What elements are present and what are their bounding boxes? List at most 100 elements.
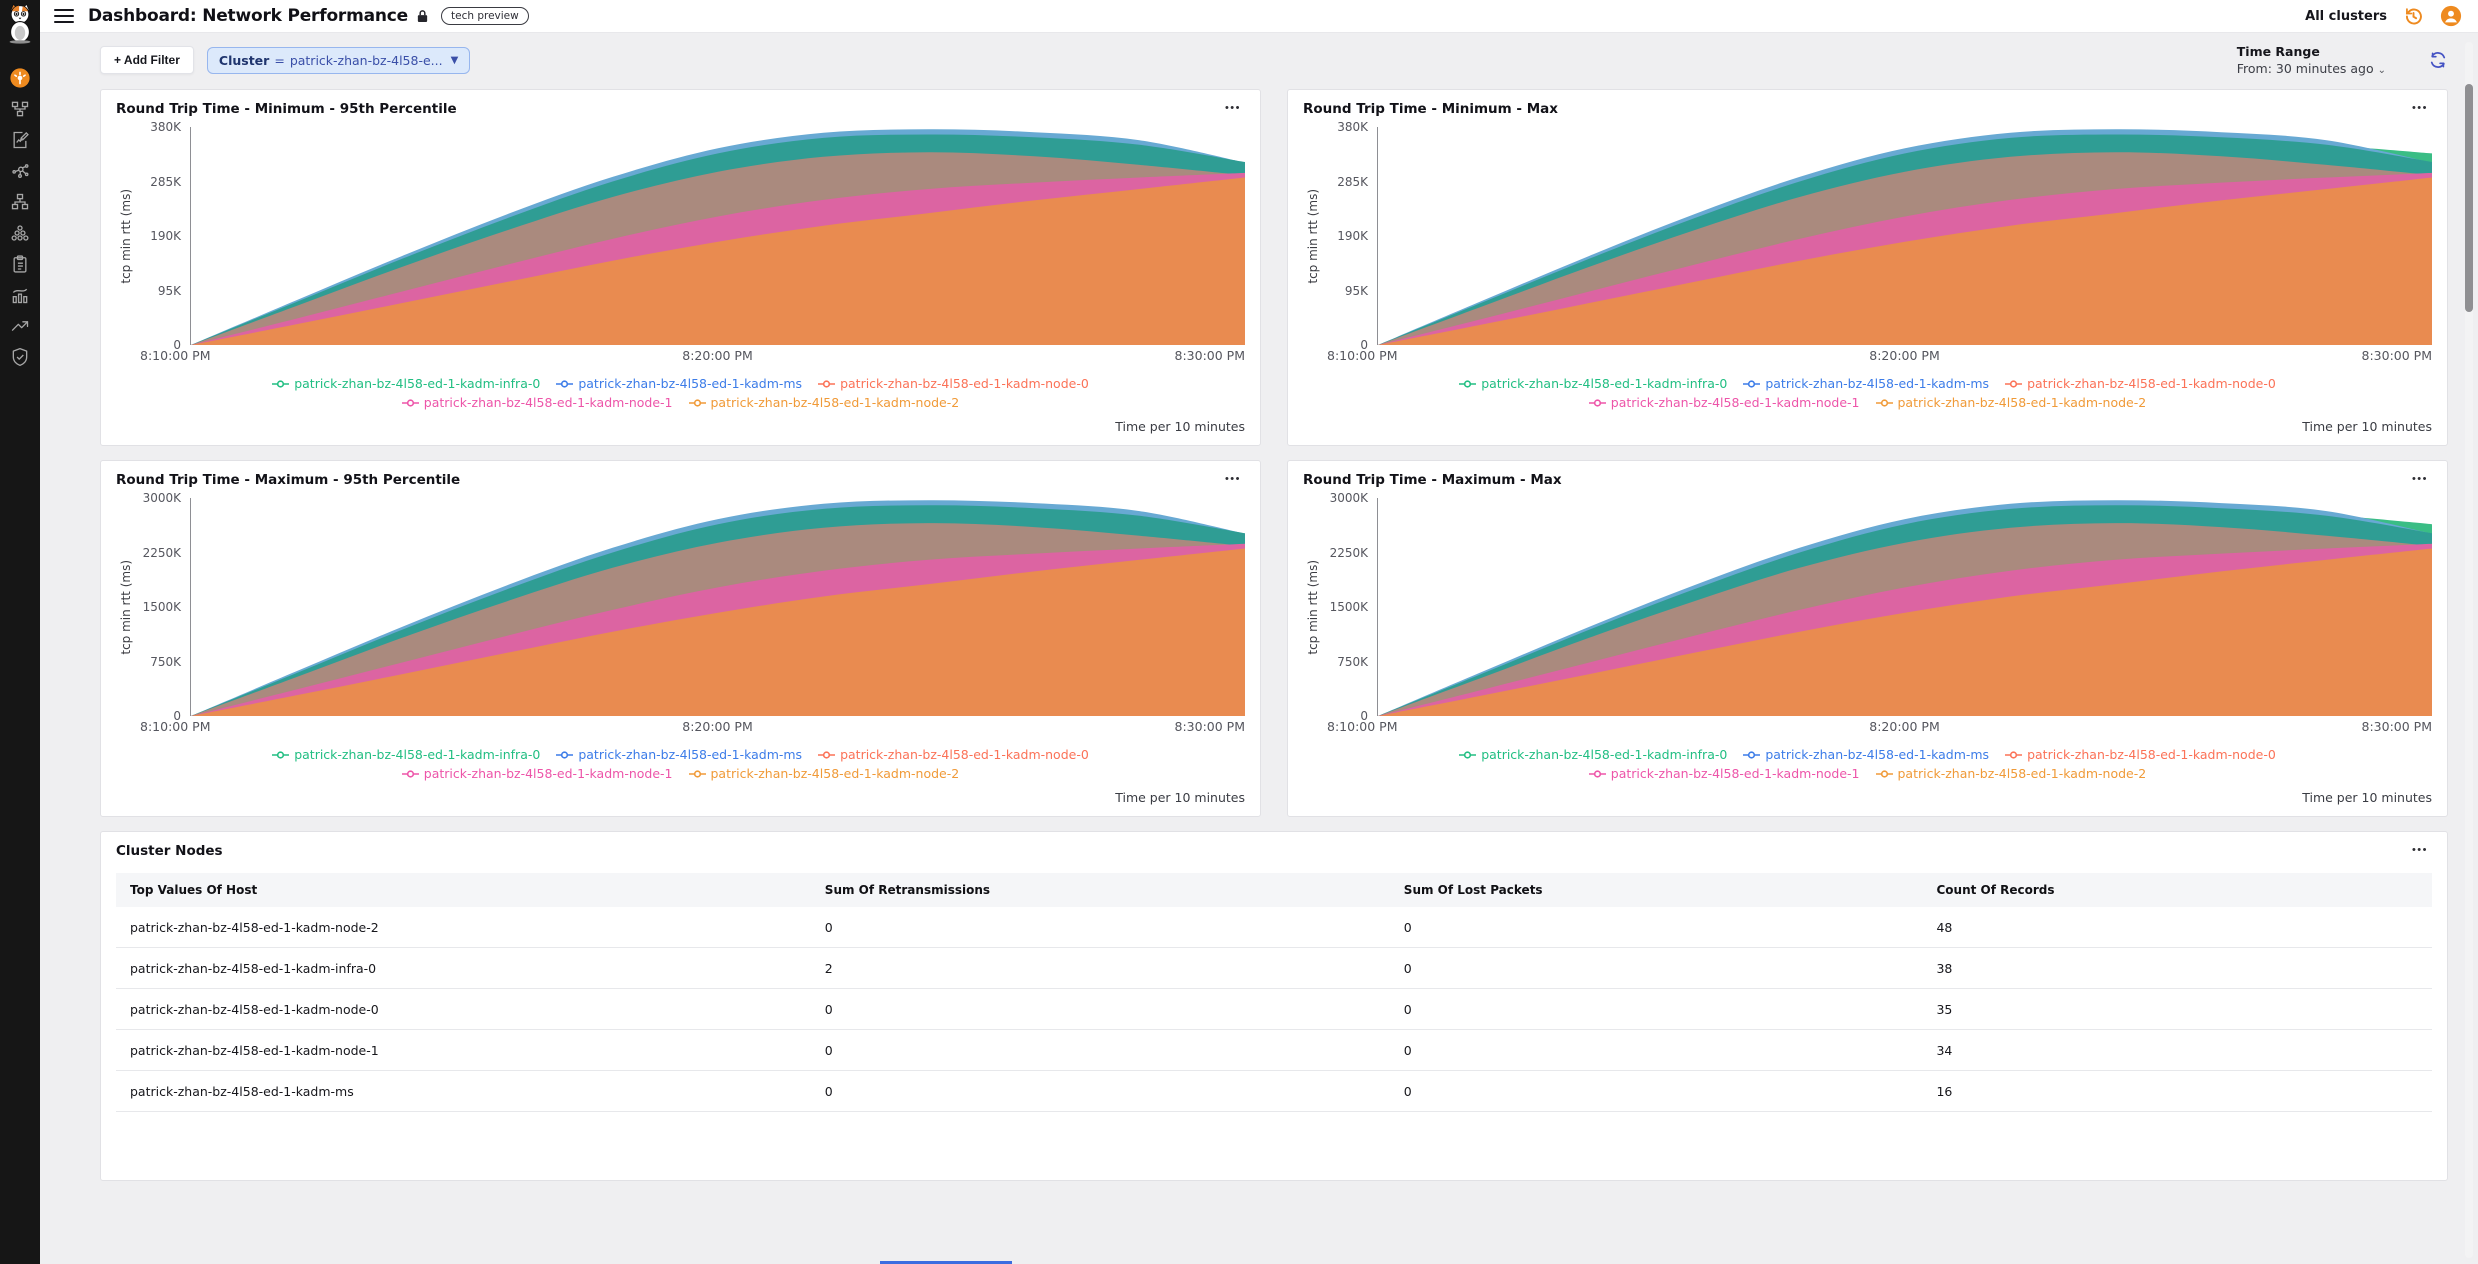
legend-item[interactable]: patrick-zhan-bz-4l58-ed-1-kadm-node-2 (688, 766, 959, 781)
legend-marker-icon (2005, 379, 2023, 388)
y-axis-tick: 0 (1360, 338, 1368, 352)
y-axis: 3000K 2250K 1500K 750K 0 (136, 491, 190, 723)
y-axis-tick: 1500K (142, 600, 181, 614)
table-row: patrick-zhan-bz-4l58-ed-1-kadm-node-0 0 0 3… (116, 988, 2432, 1030)
legend-item[interactable]: patrick-zhan-bz-4l58-ed-1-kadm-infra-0 (272, 376, 540, 391)
legend-marker-icon (556, 750, 574, 759)
cluster-nodes-table: Top Values Of Host Sum Of Retransmissions… (116, 873, 2432, 1112)
y-axis-tick: 380K (1337, 120, 1368, 134)
area-chart-plot (1377, 127, 2432, 345)
table-cell: 0 (810, 907, 1390, 948)
analytics-icon[interactable] (9, 284, 31, 306)
table-cell: 0 (1389, 1070, 1923, 1112)
history-icon[interactable] (2403, 6, 2424, 27)
vertical-scrollbar[interactable] (2465, 42, 2473, 1258)
legend-item[interactable]: patrick-zhan-bz-4l58-ed-1-kadm-ms (556, 747, 802, 762)
shield-check-icon[interactable] (9, 346, 31, 368)
table-cell: patrick-zhan-bz-4l58-ed-1-kadm-ms (116, 1070, 811, 1112)
panel-options-icon[interactable]: ••• (1221, 101, 1245, 115)
legend-item[interactable]: patrick-zhan-bz-4l58-ed-1-kadm-ms (1743, 747, 1989, 762)
table-cell: 34 (1922, 1029, 2432, 1071)
filter-value: patrick-zhan-bz-4l58-e... (289, 52, 443, 68)
trend-arrow-icon[interactable] (9, 315, 31, 337)
legend-item[interactable]: patrick-zhan-bz-4l58-ed-1-kadm-infra-0 (1459, 747, 1727, 762)
table-cell: 0 (810, 988, 1390, 1030)
x-axis-tick: 8:30:00 PM (2361, 348, 2432, 363)
panel-options-icon[interactable]: ••• (1221, 472, 1245, 486)
chevron-down-icon: ⌄ (2377, 65, 2386, 76)
add-filter-button[interactable]: + Add Filter (100, 46, 194, 74)
dashboard-main: + Add Filter Cluster = patrick-zhan-bz-4… (40, 33, 2478, 1264)
y-axis-tick: 0 (173, 709, 181, 723)
graph-nodes-icon[interactable] (9, 160, 31, 182)
table-column-header[interactable]: Top Values Of Host (130, 883, 258, 897)
area-chart-plot (1377, 498, 2432, 716)
legend-item[interactable]: patrick-zhan-bz-4l58-ed-1-kadm-node-1 (401, 395, 673, 410)
time-range-from-dropdown[interactable]: From: 30 minutes ago ⌄ (2236, 61, 2386, 76)
x-axis: 8:10:00 PM 8:20:00 PM 8:30:00 PM (140, 348, 1245, 368)
legend-marker-icon (1459, 379, 1477, 388)
legend-item[interactable]: patrick-zhan-bz-4l58-ed-1-kadm-ms (556, 376, 802, 391)
chart-panel-rtt-min-max: Round Trip Time - Minimum - Max ••• tcp … (1287, 89, 2448, 446)
table-row: patrick-zhan-bz-4l58-ed-1-kadm-node-1 0 0 3… (116, 1029, 2432, 1071)
refresh-icon[interactable] (2428, 50, 2448, 70)
horizontal-scrollbar-thumb[interactable] (880, 1261, 1012, 1264)
legend-marker-icon (2005, 750, 2023, 759)
y-axis-tick: 750K (1337, 654, 1368, 669)
legend-item[interactable]: patrick-zhan-bz-4l58-ed-1-kadm-node-2 (1875, 766, 2146, 781)
chart-legend: patrick-zhan-bz-4l58-ed-1-kadm-infra-0 p… (116, 376, 1245, 410)
y-axis-label: tcp min rtt (ms) (119, 559, 133, 655)
x-axis-tick: 8:20:00 PM (682, 719, 753, 734)
legend-item[interactable]: patrick-zhan-bz-4l58-ed-1-kadm-infra-0 (272, 747, 540, 762)
user-avatar-icon[interactable] (2440, 5, 2462, 27)
legend-item[interactable]: patrick-zhan-bz-4l58-ed-1-kadm-node-1 (401, 766, 673, 781)
area-series-kadm-node-2 (191, 548, 1245, 716)
vertical-scrollbar-thumb[interactable] (2465, 84, 2473, 312)
table-column-header[interactable]: Sum Of Lost Packets (1403, 883, 1543, 897)
panel-options-icon[interactable]: ••• (2408, 472, 2432, 486)
time-bucket-note: Time per 10 minutes (2302, 790, 2432, 805)
legend-marker-icon (1588, 398, 1606, 407)
cluster-filter-pill[interactable]: Cluster = patrick-zhan-bz-4l58-e... ▼ (206, 46, 471, 74)
panel-options-icon[interactable]: ••• (2408, 843, 2432, 857)
legend-item[interactable]: patrick-zhan-bz-4l58-ed-1-kadm-node-0 (2005, 376, 2276, 391)
legend-item[interactable]: patrick-zhan-bz-4l58-ed-1-kadm-ms (1743, 376, 1989, 391)
cluster-group-icon[interactable] (9, 222, 31, 244)
legend-marker-icon (1743, 379, 1761, 388)
clipboard-icon[interactable] (9, 253, 31, 275)
legend-item[interactable]: patrick-zhan-bz-4l58-ed-1-kadm-node-0 (818, 747, 1089, 762)
legend-item[interactable]: patrick-zhan-bz-4l58-ed-1-kadm-node-0 (818, 376, 1089, 391)
chart-legend: patrick-zhan-bz-4l58-ed-1-kadm-infra-0 p… (1303, 747, 2432, 781)
menu-icon[interactable] (54, 9, 74, 23)
sitemap-icon[interactable] (9, 191, 31, 213)
x-axis-tick: 8:30:00 PM (1174, 348, 1245, 363)
table-cell: patrick-zhan-bz-4l58-ed-1-kadm-node-0 (116, 988, 811, 1030)
table-column-header[interactable]: Count Of Records (1936, 883, 2055, 897)
legend-item[interactable]: patrick-zhan-bz-4l58-ed-1-kadm-node-1 (1588, 766, 1860, 781)
legend-item[interactable]: patrick-zhan-bz-4l58-ed-1-kadm-node-2 (688, 395, 959, 410)
chart-title: Round Trip Time - Minimum - Max (1303, 101, 1558, 117)
panel-options-icon[interactable]: ••• (2408, 101, 2432, 115)
topology-icon[interactable] (9, 98, 31, 120)
x-axis-tick: 8:20:00 PM (1869, 348, 1940, 363)
legend-item[interactable]: patrick-zhan-bz-4l58-ed-1-kadm-node-2 (1875, 395, 2146, 410)
y-axis-tick: 1500K (1329, 600, 1368, 614)
area-series-kadm-node-2 (1378, 548, 2432, 716)
legend-item[interactable]: patrick-zhan-bz-4l58-ed-1-kadm-node-1 (1588, 395, 1860, 410)
legend-item[interactable]: patrick-zhan-bz-4l58-ed-1-kadm-infra-0 (1459, 376, 1727, 391)
cat-mascot-logo[interactable] (3, 2, 37, 48)
table-cell: patrick-zhan-bz-4l58-ed-1-kadm-node-2 (116, 907, 811, 948)
area-chart-plot (190, 498, 1245, 716)
table-column-header[interactable]: Sum Of Retransmissions (824, 883, 991, 897)
chevron-down-icon: ▼ (450, 54, 459, 66)
area-series-kadm-node-2 (1378, 177, 2432, 345)
dashboard-gauge-icon[interactable] (9, 67, 31, 89)
legend-item[interactable]: patrick-zhan-bz-4l58-ed-1-kadm-node-0 (2005, 747, 2276, 762)
report-edit-icon[interactable] (9, 129, 31, 151)
table-cell: 0 (1389, 1029, 1923, 1071)
all-clusters-selector[interactable]: All clusters (2305, 8, 2387, 24)
table-row: patrick-zhan-bz-4l58-ed-1-kadm-ms 0 0 16 (116, 1070, 2432, 1112)
tech-preview-badge: tech preview (441, 7, 529, 25)
x-axis-tick: 8:20:00 PM (682, 348, 753, 363)
chart-panel-rtt-min-95th: Round Trip Time - Minimum - 95th Percent… (100, 89, 1261, 446)
